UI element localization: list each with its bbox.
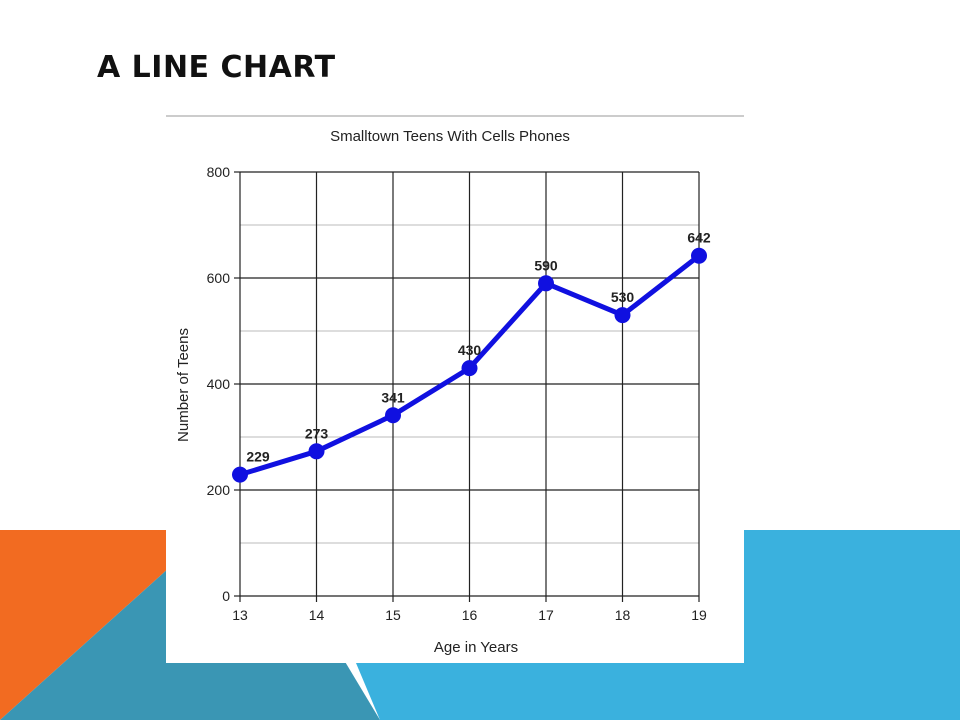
data-point (308, 443, 325, 460)
orange-corner-shape (0, 530, 200, 720)
x-tick-label: 18 (615, 607, 631, 623)
data-labels: 229 273 341 430 590 530 642 (246, 230, 711, 465)
data-point (691, 247, 707, 264)
data-label: 590 (534, 257, 558, 273)
x-tick-label: 14 (309, 607, 325, 623)
data-label: 430 (458, 342, 482, 358)
series-layer (232, 247, 707, 483)
y-axis-ticks: 0 200 400 600 800 (207, 164, 240, 604)
data-point (232, 466, 248, 483)
x-tick-label: 19 (691, 607, 707, 623)
major-gridlines (239, 171, 700, 597)
x-tick-label: 17 (538, 607, 554, 623)
y-tick-label: 800 (207, 164, 231, 180)
y-tick-label: 0 (222, 588, 230, 604)
y-tick-label: 200 (207, 482, 231, 498)
x-tick-label: 16 (462, 607, 478, 623)
line-chart: Smalltown Teens With Cells Phones 0 200 40… (166, 115, 744, 656)
slide-title: A LINE CHART (97, 50, 336, 85)
x-tick-label: 15 (385, 607, 401, 623)
data-label: 642 (687, 230, 711, 246)
chart-title: Smalltown Teens With Cells Phones (330, 128, 570, 145)
x-axis-label: Age in Years (434, 639, 518, 656)
chart-panel: Smalltown Teens With Cells Phones 0 200 40… (166, 112, 744, 663)
y-axis-label: Number of Teens (175, 328, 192, 442)
data-point (461, 360, 478, 377)
y-tick-label: 400 (207, 376, 231, 392)
data-label: 273 (305, 425, 329, 441)
data-point (614, 307, 631, 324)
x-tick-label: 13 (232, 607, 248, 623)
data-point (385, 407, 401, 424)
y-tick-label: 600 (207, 270, 231, 286)
data-label: 530 (611, 289, 635, 305)
data-point (538, 275, 554, 292)
x-axis-ticks: 13 14 15 16 17 18 19 (232, 596, 707, 623)
data-label: 341 (381, 389, 405, 405)
data-label: 229 (246, 449, 270, 465)
